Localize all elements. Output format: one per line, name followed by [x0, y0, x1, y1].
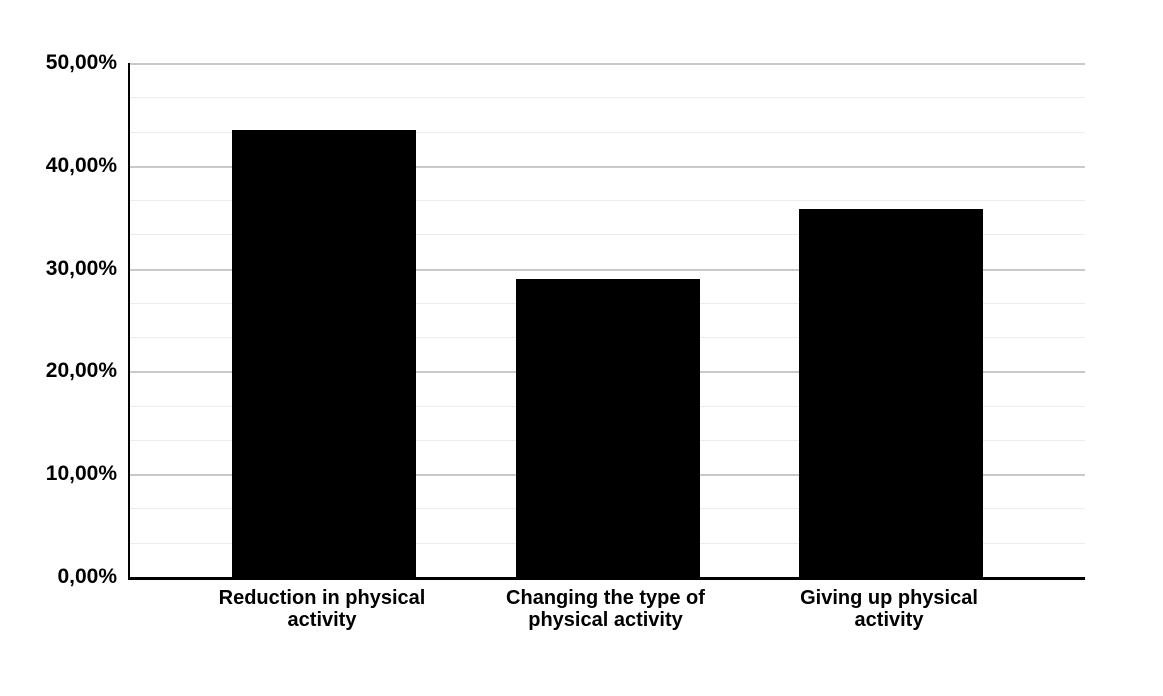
minor-gridline	[130, 97, 1085, 99]
x-category-label: Changing the type of physical activity	[506, 587, 705, 631]
y-tick-label: 10,00%	[45, 462, 117, 486]
y-tick-label: 50,00%	[45, 51, 117, 74]
bar-1	[232, 129, 416, 577]
x-category-label: Reduction in physical activity	[218, 587, 426, 631]
minor-gridline	[130, 131, 1085, 133]
bar-2	[515, 278, 700, 577]
y-tick-label: 30,00%	[45, 256, 117, 280]
y-tick-label: 20,00%	[45, 359, 117, 383]
x-category-label: Giving up physical activity	[800, 587, 978, 631]
major-gridline	[130, 268, 1085, 271]
major-gridline	[130, 165, 1085, 168]
major-gridline	[130, 63, 1085, 65]
bar-3	[799, 208, 983, 577]
minor-gridline	[130, 234, 1085, 236]
y-tick-label: 40,00%	[45, 153, 117, 177]
y-tick-label: 0,00%	[57, 565, 117, 588]
plot-area	[128, 63, 1085, 580]
minor-gridline	[130, 200, 1085, 202]
